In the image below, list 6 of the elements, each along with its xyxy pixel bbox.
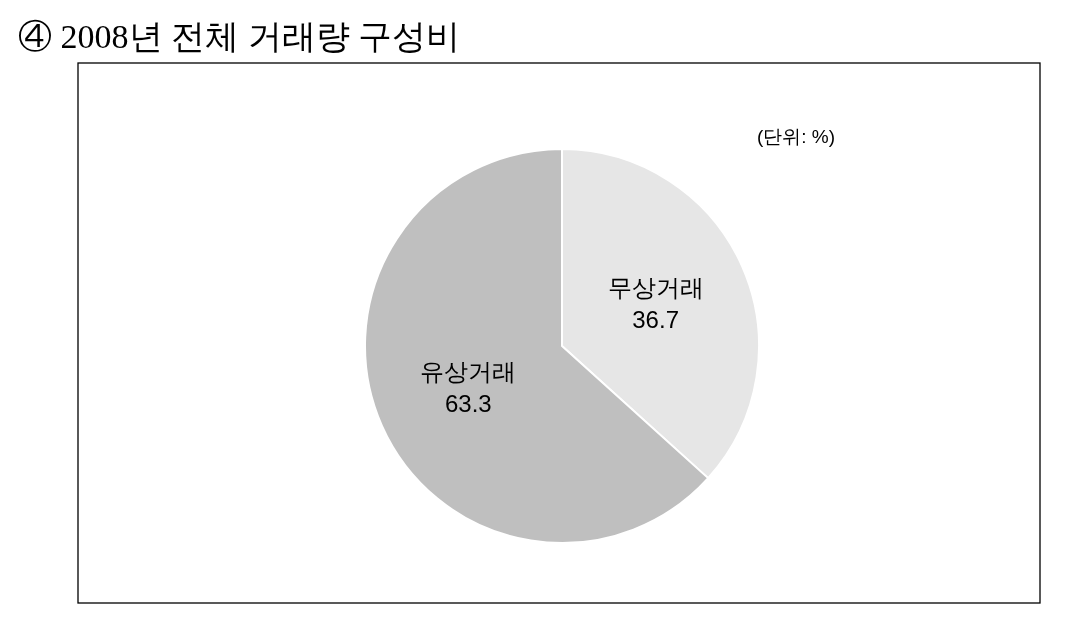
data-label: 36.7: [632, 306, 679, 334]
chart-title: ④ 2008년 전체 거래량 구성비: [18, 18, 460, 55]
data-label: 63.3: [445, 389, 492, 417]
slice-label: 무상거래: [607, 274, 704, 302]
text: (단위: %): [756, 126, 836, 147]
slice-label: 유상거래: [420, 357, 517, 385]
